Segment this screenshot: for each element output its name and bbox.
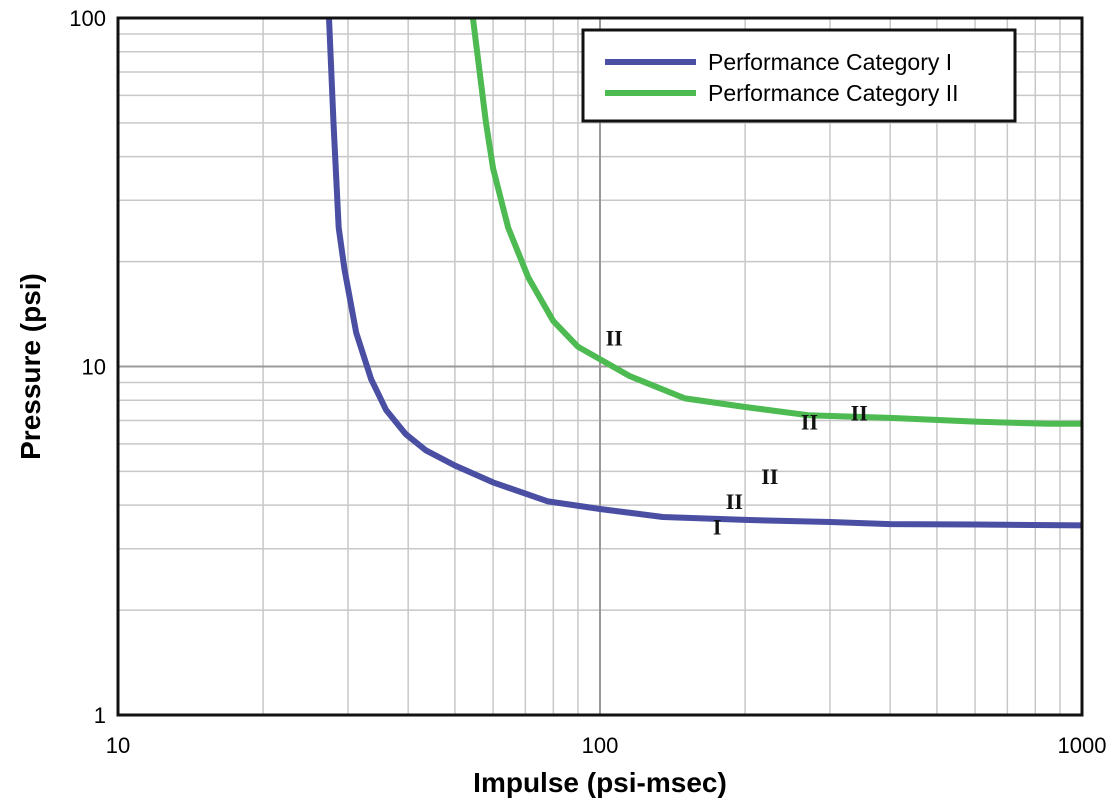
legend: Performance Category I Performance Categ… bbox=[581, 28, 1017, 123]
x-tick-label: 10 bbox=[106, 733, 130, 758]
curve-annotation: II bbox=[726, 489, 743, 514]
series-line-category-ii bbox=[469, 17, 1082, 427]
curve-annotation: II bbox=[851, 400, 868, 425]
y-tick-label: 10 bbox=[82, 355, 106, 380]
y-tick-label: 1 bbox=[94, 703, 106, 728]
y-tick-labels: 1 10 100 bbox=[69, 6, 106, 728]
legend-box bbox=[581, 28, 1017, 123]
x-tick-label: 1000 bbox=[1058, 733, 1107, 758]
series-layer bbox=[326, 17, 1083, 529]
curve-annotation: II bbox=[606, 325, 623, 350]
series-line-category-i bbox=[326, 17, 1083, 529]
curve-annotation: II bbox=[761, 464, 778, 489]
y-tick-label: 100 bbox=[69, 6, 106, 31]
curve-annotation: I bbox=[713, 514, 722, 539]
legend-label-category-i: Performance Category I bbox=[708, 49, 952, 75]
curve-annotation: II bbox=[801, 409, 818, 434]
x-axis-title: Impulse (psi-msec) bbox=[473, 767, 727, 798]
y-axis-title: Pressure (psi) bbox=[15, 273, 46, 460]
plot-frame bbox=[116, 16, 1084, 717]
x-tick-labels: 10 100 1000 bbox=[106, 733, 1107, 758]
x-tick-label: 100 bbox=[582, 733, 619, 758]
legend-label-category-ii: Performance Category II bbox=[708, 80, 959, 106]
